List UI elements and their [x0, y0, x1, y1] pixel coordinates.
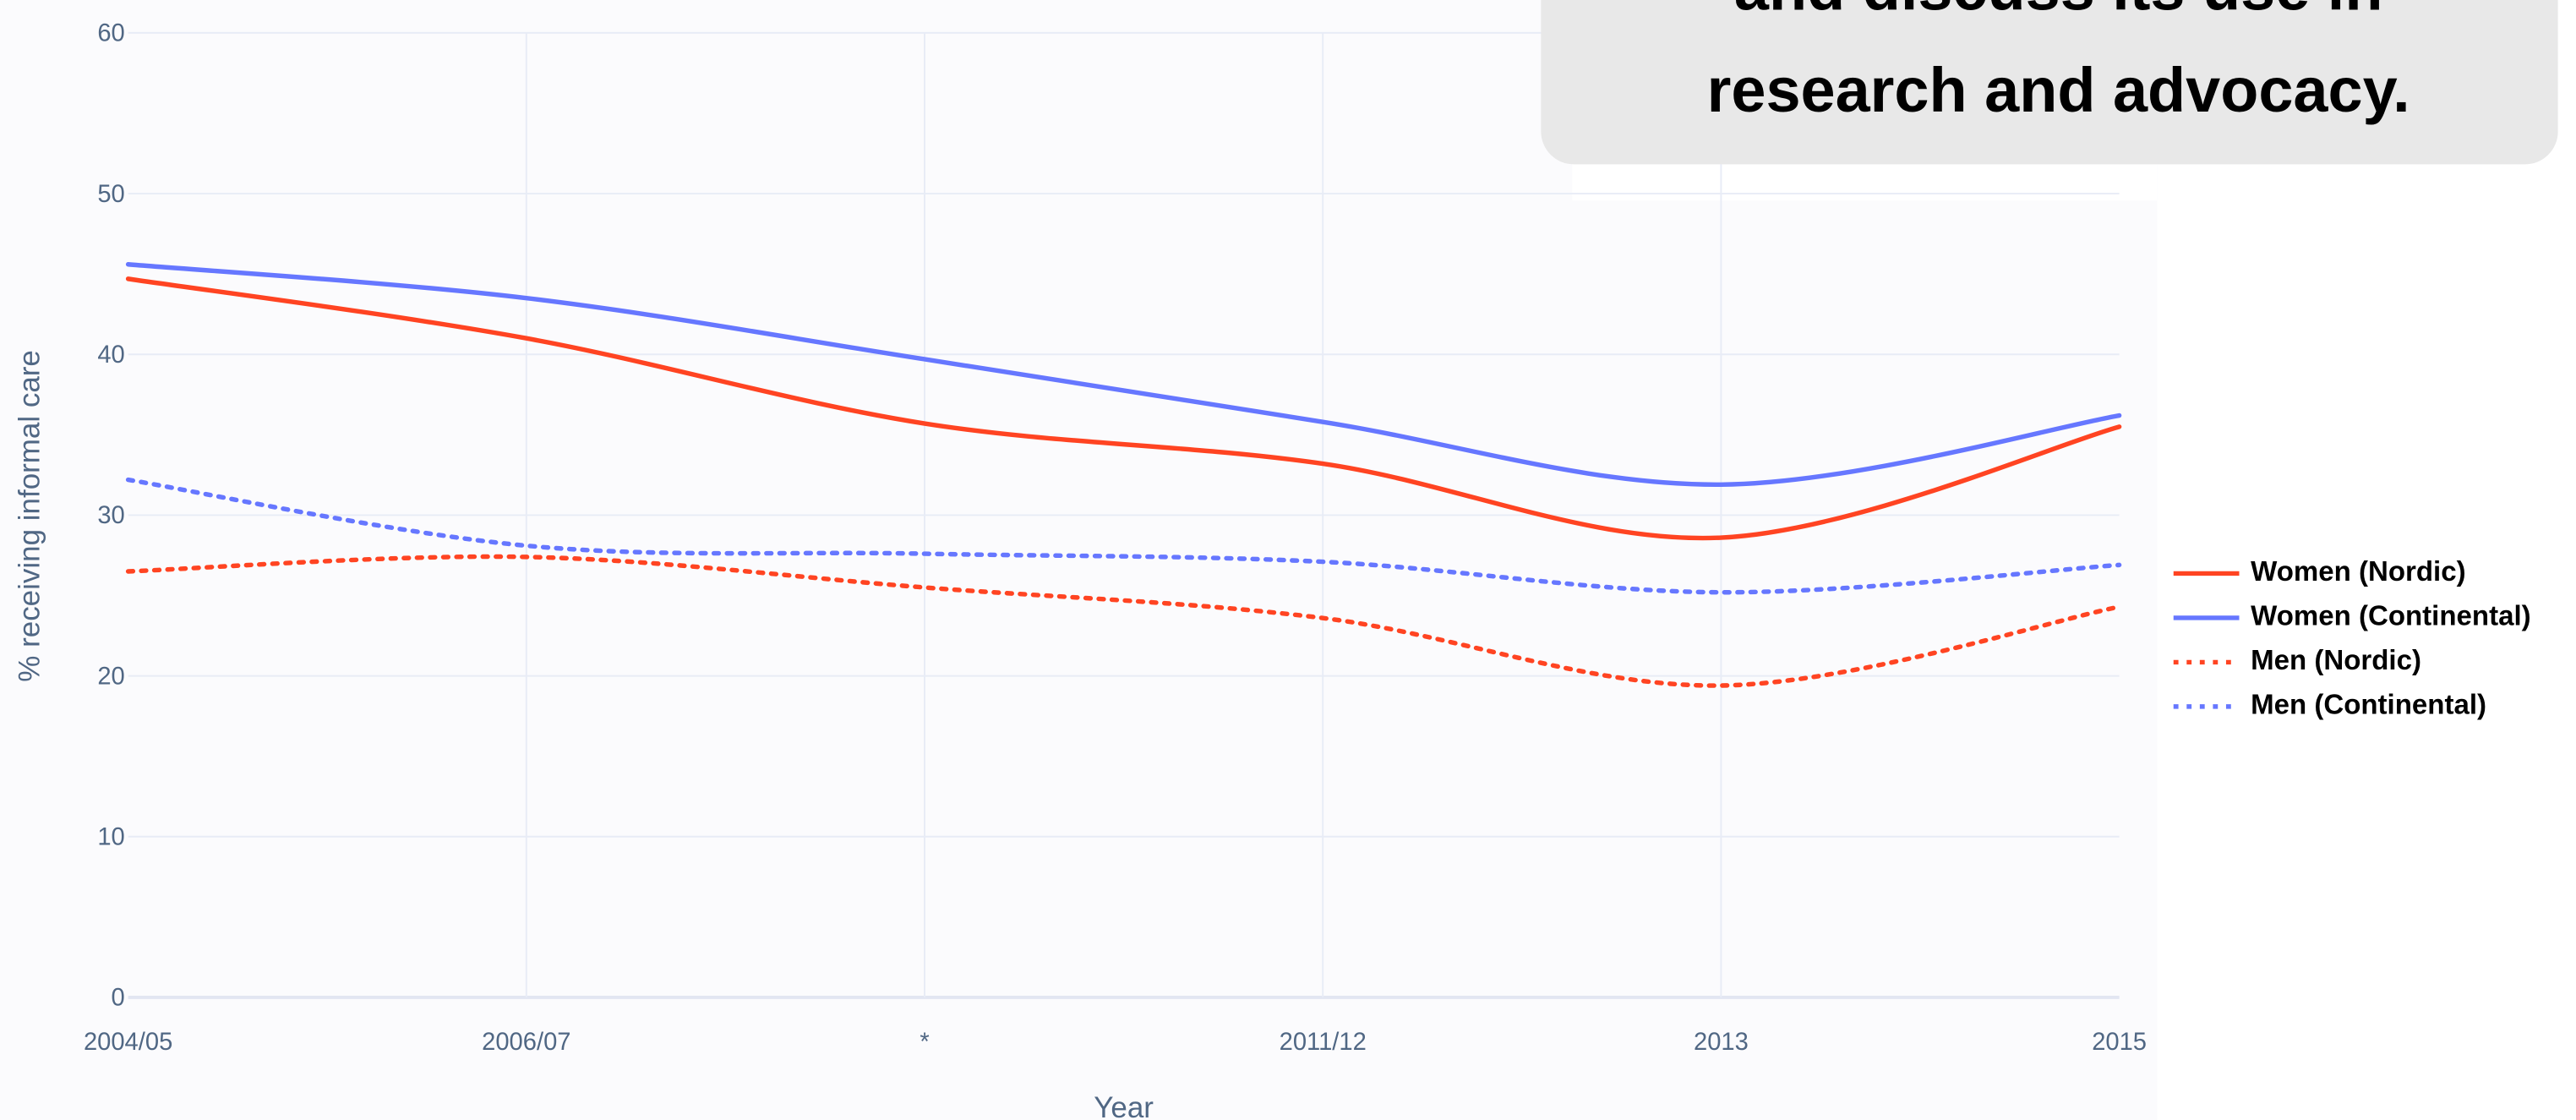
y-tick-label: 10	[97, 824, 124, 851]
callout-text: and discuss its use in	[1734, 0, 2383, 24]
grid: 0 10 20 30 40 50 60 2004/05 2006/07 * 2011/12 2013 2…	[84, 20, 2147, 1057]
series-line	[125, 262, 2122, 488]
series-line	[125, 276, 2122, 541]
x-tick-label: 2006/07	[482, 1029, 570, 1056]
y-tick-label: 0	[112, 985, 125, 1012]
x-tick-label: 2015	[2092, 1029, 2147, 1056]
y-tick-label: 30	[97, 502, 124, 529]
y-tick-label: 50	[97, 181, 124, 208]
series-line	[125, 477, 2122, 595]
legend-label: Men (Continental)	[2251, 690, 2486, 721]
legend-label: Women (Nordic)	[2251, 556, 2465, 587]
y-tick-label: 60	[97, 20, 124, 47]
x-tick-label: 2011/12	[1280, 1029, 1367, 1056]
y-tick-label: 20	[97, 663, 124, 690]
x-axis-title: Year	[1094, 1091, 1154, 1120]
callout-text: research and advocacy.	[1707, 55, 2410, 125]
legend-label: Women (Continental)	[2251, 601, 2531, 632]
callout-box	[1541, 0, 2558, 165]
lines	[125, 262, 2122, 688]
y-axis-title: % receiving informal care	[14, 350, 46, 682]
series-line	[125, 554, 2122, 688]
y-tick-label: 40	[97, 341, 124, 369]
x-tick-label: 2013	[1694, 1029, 1749, 1056]
legend-label: Men (Nordic)	[2251, 645, 2421, 676]
x-tick-label: *	[920, 1029, 929, 1056]
x-tick-label: 2004/05	[84, 1029, 172, 1056]
